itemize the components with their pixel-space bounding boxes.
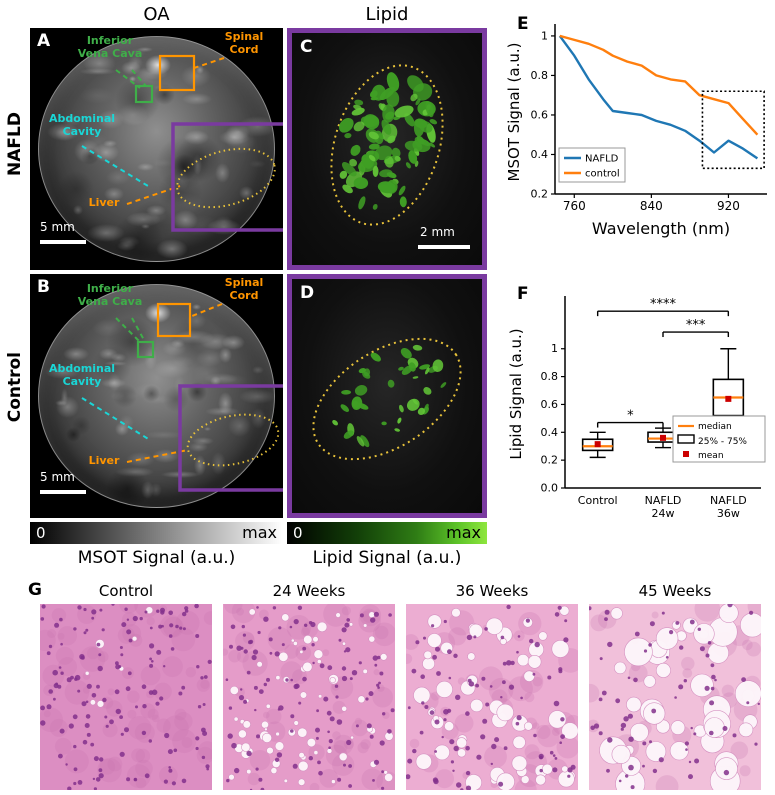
svg-text:*: * [627, 409, 634, 424]
svg-text:Control: Control [578, 494, 618, 507]
histology-image-36-weeks [406, 604, 578, 790]
svg-text:1: 1 [541, 29, 548, 42]
msot-colorbar: 0 max [30, 522, 283, 544]
histology-image-45-weeks [589, 604, 761, 790]
row-label-nafld: NAFLD [5, 112, 25, 176]
annotation-abdominal-cavity: Abdominal Cavity [48, 362, 116, 389]
panel-a-msot-nafld: A Inferior Vena Cava Spinal Cord Abdomin… [30, 28, 283, 270]
panel-letter-c: C [300, 37, 313, 57]
colorbar-max-label: max [446, 523, 481, 542]
svg-text:NAFLD: NAFLD [710, 494, 747, 507]
svg-text:0.6: 0.6 [541, 398, 559, 411]
colorbar-min-label: 0 [293, 524, 303, 542]
svg-text:920: 920 [717, 199, 740, 213]
column-header-lipid: Lipid [365, 4, 409, 25]
histology-label-24-weeks: 24 Weeks [272, 582, 346, 600]
svg-text:0.2: 0.2 [541, 454, 559, 467]
scale-bar-label: 2 mm [420, 225, 455, 239]
panel-letter-a: A [37, 31, 51, 51]
svg-text:mean: mean [698, 451, 724, 461]
panel-letter-d: D [300, 283, 315, 303]
svg-text:0.4: 0.4 [541, 426, 559, 439]
svg-text:1: 1 [551, 342, 558, 355]
annotation-inferior-vena-cava: Inferior Vena Cava [77, 282, 143, 309]
scale-bar [40, 240, 86, 244]
lipid-map-image [330, 64, 444, 226]
svg-text:Wavelength (nm): Wavelength (nm) [592, 219, 730, 238]
svg-text:Lipid Signal (a.u.): Lipid Signal (a.u.) [507, 328, 525, 459]
lipid-colorbar-caption: Lipid Signal (a.u.) [312, 548, 462, 568]
annotation-abdominal-cavity: Abdominal Cavity [48, 112, 116, 139]
svg-text:****: **** [650, 297, 677, 312]
scale-bar-label: 5 mm [40, 470, 75, 484]
panel-b-annotation-overlay [81, 302, 283, 492]
colorbar-max-label: max [242, 523, 277, 542]
panel-letter-g: G [28, 580, 42, 600]
svg-text:median: median [698, 422, 732, 432]
scale-bar [418, 245, 470, 249]
histology-image-24-weeks [223, 604, 395, 790]
svg-text:***: *** [686, 318, 706, 333]
panel-c-lipid-nafld: C 2 mm [287, 28, 487, 270]
panel-letter-e: E [517, 14, 529, 34]
panel-f-box-plot: F 0.0 0.2 0.4 0.6 0.8 1 Control NAFLD 24w NAFLD 36… [505, 276, 775, 566]
annotation-liver: Liver [88, 196, 120, 209]
svg-text:control: control [585, 169, 620, 180]
svg-text:36w: 36w [717, 507, 740, 520]
svg-text:0.8: 0.8 [531, 69, 549, 82]
row-label-control: Control [5, 352, 25, 423]
histology-image-control [40, 604, 212, 790]
svg-text:0.0: 0.0 [541, 482, 559, 495]
svg-text:MSOT Signal (a.u.): MSOT Signal (a.u.) [505, 43, 523, 182]
histology-label-36-weeks: 36 Weeks [455, 582, 529, 600]
panel-b-msot-control: B Inferior Vena Cava Spinal Cord Abdomin… [30, 274, 283, 518]
scale-bar-label: 5 mm [40, 220, 75, 234]
panel-letter-f: F [517, 284, 529, 304]
svg-text:760: 760 [563, 199, 586, 213]
scale-bar [40, 490, 86, 494]
panel-a-annotation-overlay [81, 54, 283, 232]
line-chart-svg: 0.2 0.4 0.6 0.8 1 760 840 920 NAFLD control Wavele… [505, 24, 767, 238]
lipid-colorbar: 0 max [287, 522, 487, 544]
svg-text:840: 840 [640, 199, 663, 213]
lipid-map-image [312, 337, 462, 461]
annotation-liver: Liver [88, 454, 120, 467]
svg-text:NAFLD: NAFLD [585, 154, 619, 165]
panel-letter-b: B [37, 277, 50, 297]
svg-text:0.4: 0.4 [531, 148, 549, 161]
svg-text:25% - 75%: 25% - 75% [698, 437, 747, 447]
svg-text:0.6: 0.6 [531, 108, 549, 121]
annotation-spinal-cord: Spinal Cord [224, 276, 264, 303]
panel-e-line-chart: E 0.2 0.4 0.6 0.8 1 760 840 920 NAFLD control Wave… [505, 2, 775, 274]
svg-text:NAFLD: NAFLD [645, 494, 682, 507]
annotation-inferior-vena-cava: Inferior Vena Cava [77, 34, 143, 61]
colorbar-min-label: 0 [36, 524, 46, 542]
panel-d-lipid-control: D [287, 274, 487, 518]
svg-text:24w: 24w [652, 507, 675, 520]
svg-text:0.2: 0.2 [531, 188, 549, 201]
msot-colorbar-caption: MSOT Signal (a.u.) [77, 548, 236, 568]
column-header-oa: OA [143, 4, 170, 25]
histology-label-45-weeks: 45 Weeks [638, 582, 712, 600]
svg-text:0.8: 0.8 [541, 370, 559, 383]
annotation-spinal-cord: Spinal Cord [224, 30, 264, 57]
histology-label-control: Control [98, 582, 154, 600]
